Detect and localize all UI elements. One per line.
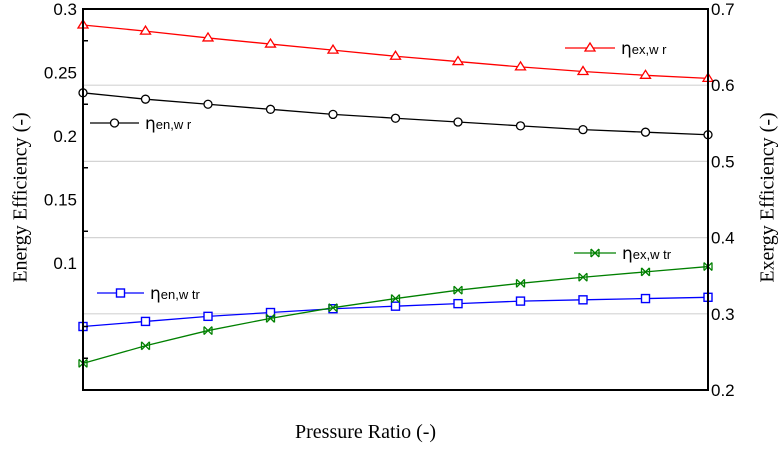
bowtie-marker [578, 272, 588, 282]
right-tick-label: 0.2 [711, 381, 735, 400]
triangle-marker [326, 43, 340, 54]
triangle-marker [201, 31, 215, 42]
bowtie-marker [328, 303, 338, 313]
triangle-marker [639, 69, 652, 79]
left-tick-label: 0.2 [53, 127, 77, 146]
circle-marker [515, 121, 526, 131]
circle-marker [203, 99, 213, 109]
square-marker [203, 311, 213, 322]
circle-marker [109, 118, 120, 128]
bowtie-marker [140, 341, 151, 351]
legend-bg [572, 244, 690, 262]
square-marker [578, 295, 588, 305]
legend-label: ηen,w tr [150, 284, 200, 304]
circle-marker [453, 117, 463, 127]
left-tick-label: 0.1 [53, 254, 77, 273]
bowtie-marker [453, 285, 463, 295]
triangle-marker [451, 55, 465, 66]
square-marker [265, 307, 276, 318]
left-tick-label: 0.25 [44, 64, 77, 83]
left-y-axis-title: Energy Efficiency (-) [9, 112, 32, 283]
legend-label: ηex,w r [621, 39, 667, 59]
square-marker [453, 298, 463, 309]
triangle-marker [139, 24, 152, 35]
right-tick-label: 0.5 [711, 152, 735, 171]
left-tick-label: 0.15 [44, 191, 77, 210]
bowtie-marker [640, 267, 651, 277]
circle-marker [640, 127, 651, 137]
legend-entry: ηen,w r [88, 114, 213, 134]
bowtie-marker [390, 294, 401, 304]
square-marker [115, 288, 126, 298]
circle-marker [578, 124, 588, 135]
legend-entry: ηen,w tr [95, 284, 218, 304]
circle-marker [390, 113, 401, 123]
triangle-marker [514, 60, 527, 71]
bowtie-marker [590, 248, 600, 258]
circle-marker [265, 104, 276, 114]
left-tick-label: 0.3 [53, 0, 77, 19]
bowtie-marker [203, 326, 213, 336]
legend-bg [563, 39, 689, 57]
square-marker [390, 301, 401, 311]
triangle-marker [389, 50, 402, 60]
right-tick-label: 0.6 [711, 76, 735, 95]
series-ηex,wtr [78, 262, 713, 368]
series-line [82, 265, 709, 364]
gridlines [83, 84, 708, 315]
triangle-marker [583, 41, 597, 52]
legend-label: ηex,w tr [622, 244, 672, 264]
bowtie-marker [515, 278, 526, 288]
right-tick-label: 0.4 [711, 229, 735, 248]
square-marker [515, 296, 526, 306]
triangle-marker [576, 65, 590, 76]
plot-area-frame [82, 8, 709, 391]
circle-marker [140, 94, 151, 104]
legend-label: ηen,w r [145, 114, 192, 134]
circle-marker [328, 109, 338, 120]
legend-entry: ηex,w tr [572, 244, 690, 264]
series-layer [76, 18, 715, 368]
triangle-marker [264, 37, 277, 48]
right-y-axis-title: Exergy Efficiency (-) [756, 112, 779, 283]
legend-entry: ηex,w r [563, 39, 689, 59]
right-y-axis: 0.2 0.3 0.4 0.5 0.6 0.7 [711, 0, 735, 400]
left-y-axis: 0.1 0.15 0.2 0.25 0.3 [44, 0, 88, 359]
legend-bg [88, 114, 213, 132]
series-ηen,wtr [78, 292, 713, 332]
right-tick-label: 0.7 [711, 0, 735, 19]
bowtie-marker [265, 313, 276, 323]
legend-layer: ηex,w r ηen,w r ηen,w tr ηex,w tr [88, 39, 690, 304]
x-axis-title: Pressure Ratio (-) [295, 421, 437, 443]
legend-bg [95, 284, 218, 302]
square-marker [140, 316, 151, 327]
series-ηen,wr [78, 88, 713, 140]
right-tick-label: 0.3 [711, 305, 735, 324]
square-marker [640, 293, 651, 304]
